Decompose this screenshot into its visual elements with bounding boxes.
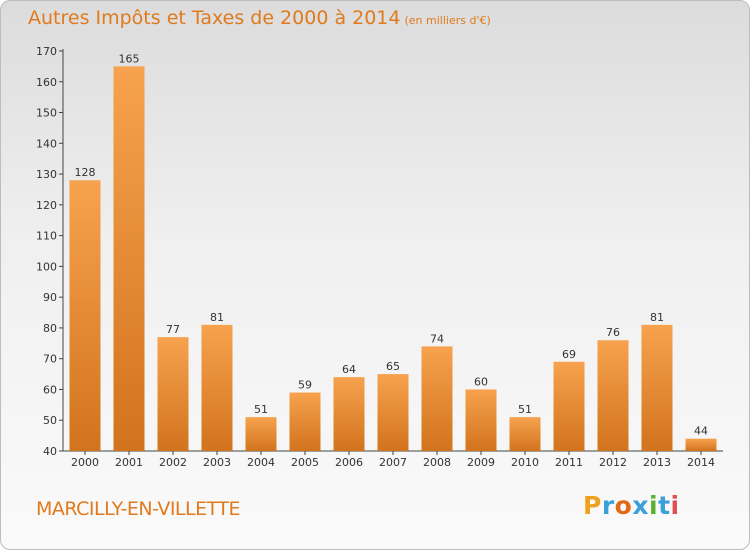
x-axis-ticks: 2000 2001 2002 2003 2004 2005 2006 2007 2008 2009… [71,451,715,469]
y-tick-label: 130 [36,168,57,181]
value-label-2005: 59 [298,379,312,392]
x-tick-label-2000: 2000 [71,456,99,469]
y-tick-label: 100 [36,260,57,273]
bar-2004 [245,417,277,451]
value-label-2002: 77 [166,323,180,336]
bar-2006 [333,377,365,451]
y-tick-label: 60 [43,383,57,396]
x-tick-label-2011: 2011 [555,456,583,469]
logo-letter: x [632,491,649,520]
bar-2008 [421,346,453,451]
y-tick-label: 170 [36,45,57,58]
bar-2012 [597,340,629,451]
chart-title-text: Autres Impôts et Taxes de 2000 à 2014 [28,7,401,29]
x-tick-label-2006: 2006 [335,456,363,469]
y-tick-label: 40 [43,445,57,458]
bar-2013 [641,324,673,451]
value-label-2004: 51 [254,403,268,416]
y-axis-ticks: 40 50 60 70 80 90 100 110 120 130 140 150 160 170 [36,45,63,458]
logo-letter: i [649,491,659,520]
logo-letter: o [614,491,633,520]
y-tick-label: 160 [36,76,57,89]
x-tick-label-2002: 2002 [159,456,187,469]
x-tick-label-2007: 2007 [379,456,407,469]
logo-letter: P [583,491,602,520]
x-tick-label-2008: 2008 [423,456,451,469]
bar-2000 [69,180,101,451]
value-label-2014: 44 [694,425,708,438]
bar-2009 [465,389,497,451]
bars [69,66,717,451]
x-tick-label-2005: 2005 [291,456,319,469]
logo-letter: i [670,491,680,520]
bar-2001 [113,66,145,451]
logo-letter: r [601,491,615,520]
value-label-2001: 165 [119,52,140,65]
value-label-2006: 64 [342,363,356,376]
bar-2005 [289,392,321,451]
y-tick-label: 120 [36,199,57,212]
x-tick-label-2004: 2004 [247,456,275,469]
value-labels: 128 165 77 81 51 59 64 65 74 60 51 69 76 81 44 [75,52,709,437]
y-tick-label: 50 [43,414,57,427]
city-name: MARCILLY-EN-VILLETTE [36,498,241,520]
y-tick-label: 110 [36,230,57,243]
value-label-2003: 81 [210,311,224,324]
chart-subtitle: (en milliers d'€) [404,14,491,27]
y-tick-label: 70 [43,353,57,366]
proxiti-logo: Proxiti [583,491,680,520]
bar-2002 [157,337,189,451]
y-tick-label: 90 [43,291,57,304]
bar-2011 [553,361,585,451]
y-tick-label: 150 [36,107,57,120]
value-label-2010: 51 [518,403,532,416]
bar-2010 [509,417,541,451]
value-label-2009: 60 [474,375,488,388]
chart-title: Autres Impôts et Taxes de 2000 à 2014 (en… [28,7,491,29]
value-label-2007: 65 [386,360,400,373]
y-tick-label: 140 [36,137,57,150]
value-label-2011: 69 [562,348,576,361]
value-label-2008: 74 [430,332,444,345]
bar-2003 [201,324,233,451]
value-label-2012: 76 [606,326,620,339]
bar-2007 [377,374,409,451]
x-tick-label-2012: 2012 [599,456,627,469]
x-tick-label-2013: 2013 [643,456,671,469]
x-tick-label-2001: 2001 [115,456,143,469]
value-label-2000: 128 [75,166,96,179]
logo-letter: t [658,491,671,520]
value-label-2013: 81 [650,311,664,324]
x-tick-label-2003: 2003 [203,456,231,469]
x-tick-label-2014: 2014 [687,456,715,469]
x-tick-label-2009: 2009 [467,456,495,469]
y-tick-label: 80 [43,322,57,335]
bar-2014 [685,438,717,451]
x-tick-label-2010: 2010 [511,456,539,469]
